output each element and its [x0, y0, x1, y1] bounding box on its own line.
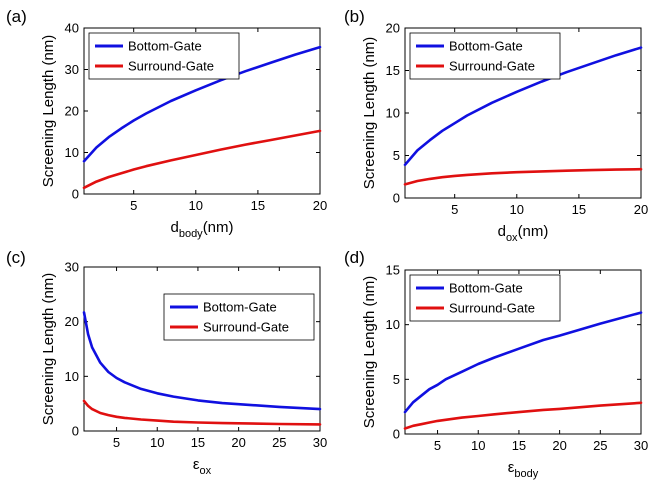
x-axis-label: dox(nm) [498, 223, 549, 244]
x-tick-label: 25 [593, 438, 607, 453]
y-tick-label: 0 [393, 191, 400, 206]
y-tick-label: 30 [65, 62, 79, 77]
x-tick-label: 30 [313, 435, 327, 450]
x-axis-label: εox [193, 456, 212, 477]
y-axis-label: Screening Length (nm) [361, 276, 378, 429]
legend-label: Surround-Gate [203, 320, 289, 335]
y-tick-label: 0 [393, 427, 400, 442]
y-tick-label: 20 [65, 104, 79, 119]
x-tick-label: 10 [510, 202, 524, 217]
panel-label: (b) [344, 7, 365, 26]
legend-box [409, 32, 561, 80]
chart-panel: (b) 5 10 15 20 0 5 10 15 20 Screening Length (nm) d… [344, 7, 648, 244]
plot-frame [404, 269, 642, 435]
y-axis-label: Screening Length (nm) [40, 273, 57, 426]
plot-frame [83, 266, 321, 432]
x-tick-label: 10 [189, 198, 203, 213]
series-line [403, 401, 643, 430]
legend-box [163, 293, 315, 341]
legend-label: Bottom-Gate [449, 281, 523, 296]
x-tick-label: 5 [113, 435, 120, 450]
legend-label: Bottom-Gate [203, 300, 277, 315]
panel-label: (a) [6, 7, 27, 26]
legend-label: Surround-Gate [449, 59, 535, 74]
panel-label: (c) [6, 248, 26, 267]
legend-label: Surround-Gate [128, 59, 214, 74]
legend-box [409, 274, 561, 322]
y-tick-label: 5 [393, 372, 400, 387]
x-tick-label: 10 [150, 435, 164, 450]
series-line [82, 399, 322, 426]
y-tick-label: 40 [65, 21, 79, 36]
x-tick-label: 10 [471, 438, 485, 453]
series-line [82, 129, 322, 190]
series-line [82, 311, 322, 411]
panel-label: (d) [344, 248, 365, 267]
y-tick-label: 0 [72, 187, 79, 202]
y-axis-label: Screening Length (nm) [361, 37, 378, 190]
y-tick-label: 10 [386, 106, 400, 121]
series-line [403, 311, 643, 414]
x-tick-label: 15 [572, 202, 586, 217]
x-tick-label: 20 [634, 202, 648, 217]
series-line [403, 167, 643, 186]
chart-panel: (a) 5 10 15 20 0 10 20 30 40 Screening Length (nm)… [6, 7, 327, 240]
y-tick-label: 5 [393, 148, 400, 163]
x-tick-label: 30 [634, 438, 648, 453]
y-tick-label: 20 [65, 314, 79, 329]
x-tick-label: 15 [251, 198, 265, 213]
x-tick-label: 5 [451, 202, 458, 217]
y-axis-label: Screening Length (nm) [40, 35, 57, 188]
x-tick-label: 20 [313, 198, 327, 213]
y-tick-label: 10 [65, 145, 79, 160]
legend-label: Bottom-Gate [128, 39, 202, 54]
x-axis-label: εbody [508, 459, 539, 480]
x-tick-label: 15 [512, 438, 526, 453]
legend-label: Bottom-Gate [449, 39, 523, 54]
x-tick-label: 25 [272, 435, 286, 450]
x-tick-label: 5 [434, 438, 441, 453]
y-tick-label: 10 [65, 369, 79, 384]
legend-box [88, 32, 240, 80]
chart-panel: (c) 5 10 15 20 25 30 0 10 20 30 Screening Length (n… [6, 248, 327, 477]
y-tick-label: 0 [72, 424, 79, 439]
legend-label: Surround-Gate [449, 301, 535, 316]
series-line [82, 45, 322, 163]
x-tick-label: 15 [191, 435, 205, 450]
y-tick-label: 15 [386, 63, 400, 78]
y-tick-label: 15 [386, 263, 400, 278]
x-tick-label: 20 [231, 435, 245, 450]
x-tick-label: 20 [552, 438, 566, 453]
y-tick-label: 10 [386, 317, 400, 332]
chart-panel: (d) 5 10 15 20 25 30 0 5 10 15 Screening Length (nm… [344, 248, 648, 480]
y-tick-label: 30 [65, 260, 79, 275]
series-line [403, 46, 643, 167]
x-axis-label: dbody(nm) [170, 219, 233, 240]
y-tick-label: 20 [386, 21, 400, 36]
x-tick-label: 5 [130, 198, 137, 213]
